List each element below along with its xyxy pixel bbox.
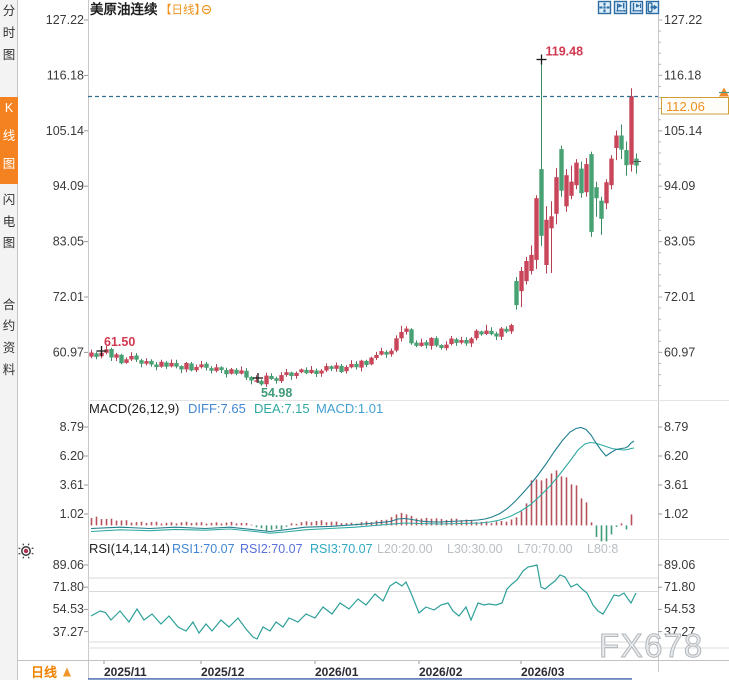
svg-text:54.53: 54.53 bbox=[664, 602, 695, 616]
svg-text:94.09: 94.09 bbox=[53, 179, 84, 193]
svg-text:2026/01: 2026/01 bbox=[315, 665, 359, 679]
svg-text:89.06: 89.06 bbox=[53, 558, 84, 572]
svg-text:83.05: 83.05 bbox=[664, 235, 695, 249]
svg-text:2026/02: 2026/02 bbox=[419, 665, 463, 679]
svg-text:L70:70.00: L70:70.00 bbox=[517, 542, 573, 556]
svg-text:6.20: 6.20 bbox=[60, 449, 84, 463]
svg-text:1.02: 1.02 bbox=[664, 507, 688, 521]
svg-text:37.27: 37.27 bbox=[53, 625, 84, 639]
svg-text:60.97: 60.97 bbox=[664, 345, 695, 359]
svg-text:61.50: 61.50 bbox=[104, 335, 135, 349]
svg-text:8.79: 8.79 bbox=[664, 420, 688, 434]
svg-text:RSI2:70.07: RSI2:70.07 bbox=[240, 542, 303, 556]
svg-text:127.22: 127.22 bbox=[664, 13, 702, 27]
svg-text:2025/12: 2025/12 bbox=[201, 665, 245, 679]
svg-text:54.53: 54.53 bbox=[53, 602, 84, 616]
svg-text:60.97: 60.97 bbox=[53, 345, 84, 359]
svg-text:3.61: 3.61 bbox=[60, 478, 84, 492]
svg-text:L30:30.00: L30:30.00 bbox=[447, 542, 503, 556]
svg-text:119.48: 119.48 bbox=[546, 45, 584, 59]
svg-text:3.61: 3.61 bbox=[664, 478, 688, 492]
svg-text:DEA:7.15: DEA:7.15 bbox=[254, 401, 310, 416]
svg-text:8.79: 8.79 bbox=[60, 420, 84, 434]
svg-text:54.98: 54.98 bbox=[261, 386, 292, 400]
svg-text:L80:8: L80:8 bbox=[587, 542, 618, 556]
svg-text:94.09: 94.09 bbox=[664, 179, 695, 193]
svg-text:37.27: 37.27 bbox=[664, 625, 695, 639]
svg-text:1.02: 1.02 bbox=[60, 507, 84, 521]
svg-text:71.80: 71.80 bbox=[664, 580, 695, 594]
svg-text:105.14: 105.14 bbox=[46, 124, 84, 138]
svg-text:2025/11: 2025/11 bbox=[104, 665, 147, 679]
svg-text:MACD(26,12,9): MACD(26,12,9) bbox=[89, 401, 179, 416]
svg-text:116.18: 116.18 bbox=[47, 68, 84, 82]
svg-text:RSI1:70.07: RSI1:70.07 bbox=[172, 542, 235, 556]
svg-text:MACD:1.01: MACD:1.01 bbox=[316, 401, 383, 416]
svg-text:6.20: 6.20 bbox=[664, 449, 688, 463]
svg-text:日线: 日线 bbox=[31, 665, 57, 680]
svg-text:FX678: FX678 bbox=[599, 627, 704, 664]
svg-text:116.18: 116.18 bbox=[664, 68, 701, 82]
svg-text:105.14: 105.14 bbox=[664, 124, 702, 138]
svg-text:2026/03: 2026/03 bbox=[521, 665, 565, 679]
svg-text:71.80: 71.80 bbox=[53, 580, 84, 594]
svg-text:127.22: 127.22 bbox=[46, 13, 84, 27]
svg-text:72.01: 72.01 bbox=[664, 290, 695, 304]
svg-text:美原油连续: 美原油连续 bbox=[90, 1, 158, 17]
svg-text:RSI3:70.07: RSI3:70.07 bbox=[310, 542, 373, 556]
svg-text:89.06: 89.06 bbox=[664, 558, 695, 572]
svg-text:83.05: 83.05 bbox=[53, 235, 84, 249]
svg-text:L20:20.00: L20:20.00 bbox=[377, 542, 433, 556]
svg-text:72.01: 72.01 bbox=[53, 290, 84, 304]
svg-text:DIFF:7.65: DIFF:7.65 bbox=[188, 401, 246, 416]
svg-text:RSI(14,14,14): RSI(14,14,14) bbox=[89, 541, 170, 556]
svg-text:112.06: 112.06 bbox=[666, 99, 705, 114]
svg-text:【日线】: 【日线】 bbox=[160, 3, 206, 17]
